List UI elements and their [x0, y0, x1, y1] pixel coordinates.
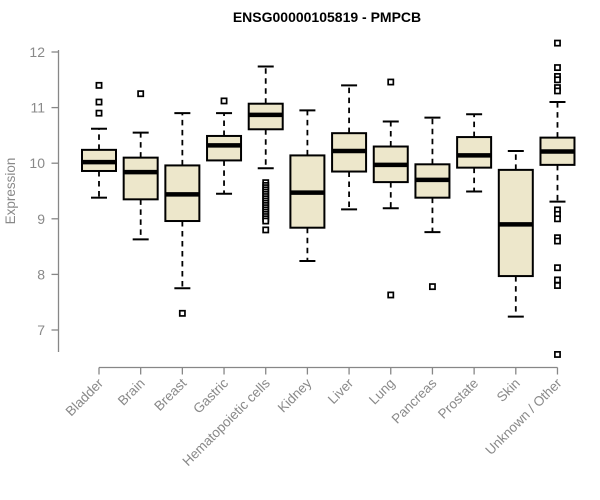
box-gastric	[206, 97, 243, 195]
y-tick-label: 9	[37, 211, 45, 227]
box-bladder	[81, 81, 117, 199]
iqr-box	[206, 134, 243, 162]
x-tick-label-unknown-other: Unknown / Other	[482, 375, 565, 458]
outlier-point	[262, 226, 270, 234]
outlier-point	[554, 351, 561, 358]
box-breast	[164, 112, 201, 317]
y-tick-label: 8	[37, 266, 45, 282]
x-tick-label-liver: Liver	[325, 375, 357, 407]
box-pancreas	[414, 116, 451, 291]
outlier-point	[387, 291, 395, 299]
y-tick-label: 10	[29, 155, 45, 171]
outlier-point	[262, 217, 270, 225]
x-tick-label-breast: Breast	[151, 375, 189, 413]
outlier-point	[554, 76, 561, 84]
outlier-point	[554, 237, 561, 245]
outlier-point	[554, 215, 561, 223]
outlier-point	[95, 81, 103, 89]
iqr-box	[122, 156, 159, 201]
box-brain	[122, 90, 159, 241]
outlier-point	[554, 282, 561, 289]
outlier-point	[554, 276, 561, 284]
x-tick-label-skin: Skin	[494, 376, 523, 405]
outlier-point	[554, 64, 561, 72]
outlier-point	[95, 109, 103, 117]
chart-title: ENSG00000105819 - PMPCB	[233, 9, 421, 25]
box-liver	[331, 84, 368, 211]
box-unknown-other	[539, 39, 576, 358]
box-lung	[372, 78, 409, 299]
box-skin	[497, 149, 534, 318]
box-kidney	[289, 109, 326, 263]
x-tick-label-kidney: Kidney	[275, 375, 315, 415]
outlier-point	[554, 264, 561, 272]
outlier-point	[428, 283, 436, 291]
outlier-point	[220, 97, 228, 105]
x-tick-label-brain: Brain	[115, 376, 148, 409]
x-tick-label-lung: Lung	[366, 376, 398, 408]
y-tick-label: 12	[29, 44, 45, 60]
x-tick-label-prostate: Prostate	[435, 376, 481, 422]
outlier-point	[178, 309, 186, 317]
outlier-point	[95, 98, 103, 106]
iqr-box	[456, 136, 493, 169]
box-prostate	[456, 113, 493, 193]
outlier-point	[554, 87, 561, 95]
y-tick-label: 11	[30, 100, 45, 116]
outlier-point	[387, 78, 395, 86]
x-tick-label-pancreas: Pancreas	[389, 375, 440, 426]
x-tick-label-gastric: Gastric	[190, 375, 231, 416]
outlier-point	[137, 90, 145, 98]
box-hematopoietic-cells	[247, 65, 284, 234]
y-axis-label: Expression	[3, 158, 18, 225]
outlier-point	[554, 39, 561, 47]
x-tick-label-bladder: Bladder	[63, 375, 107, 419]
y-tick-label: 7	[37, 322, 45, 338]
